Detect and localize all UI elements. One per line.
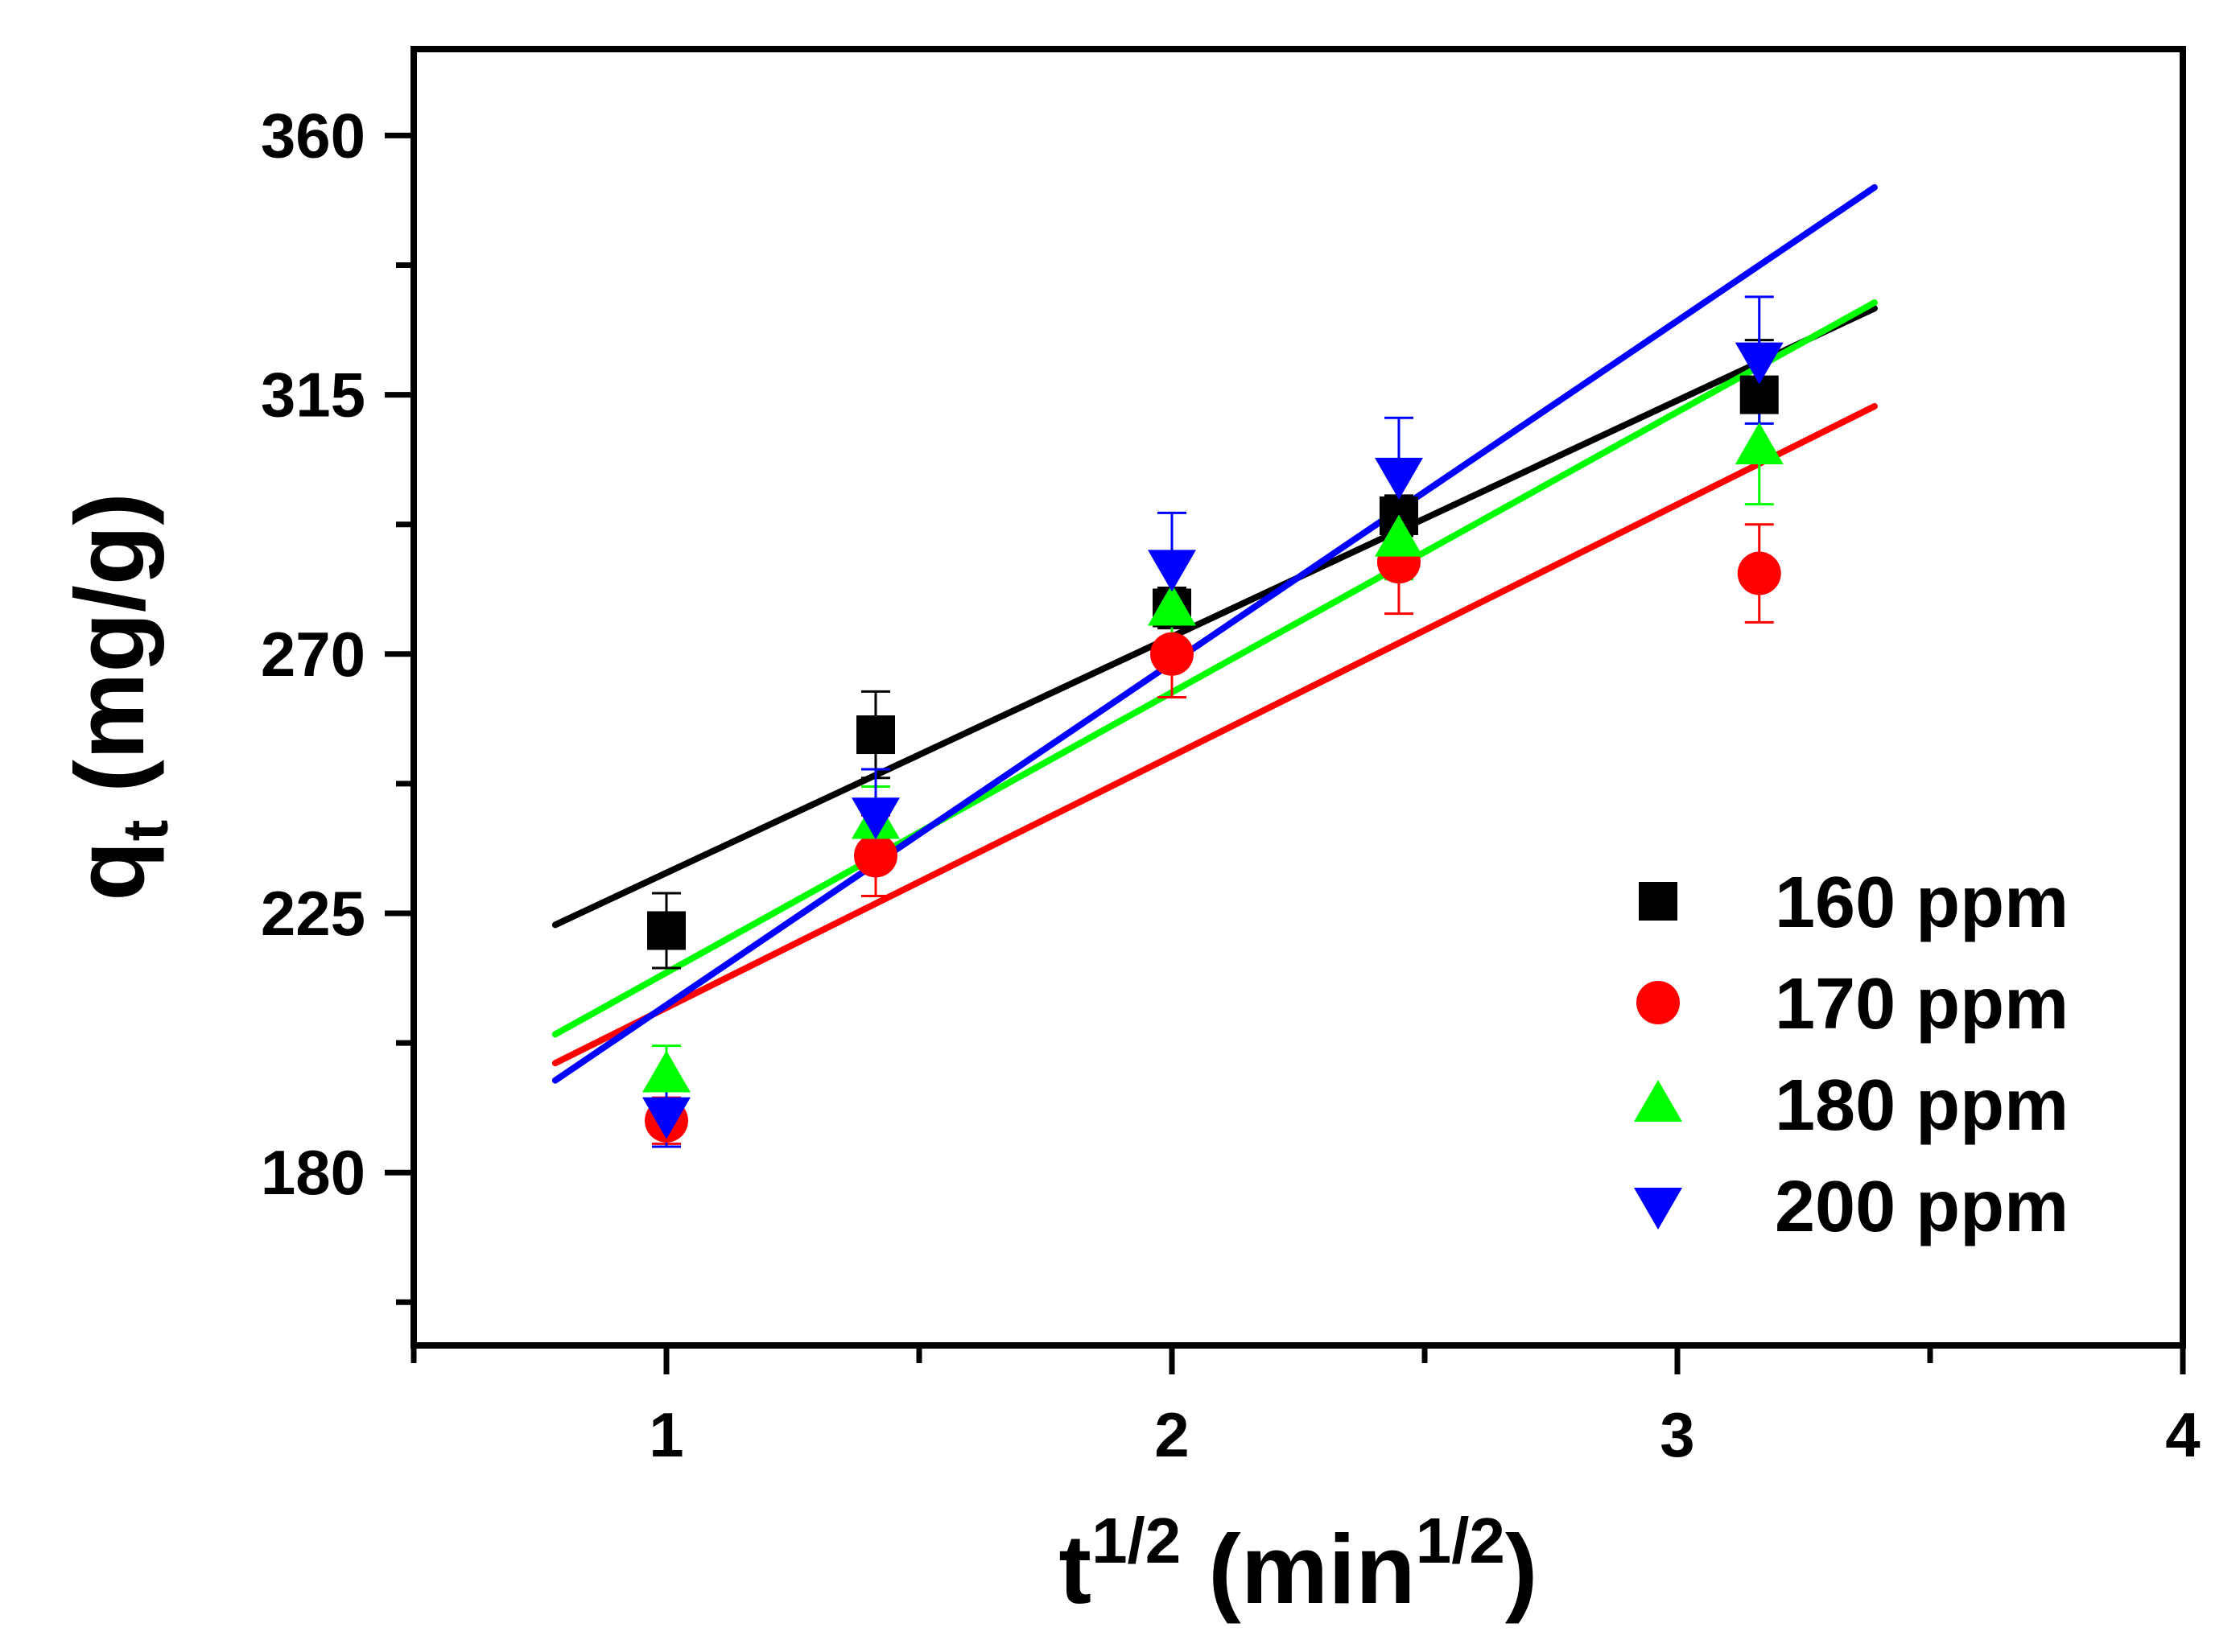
data-point-170-ppm	[1737, 551, 1781, 595]
legend-marker-180-ppm	[1634, 1080, 1682, 1122]
x-tick-label: 1	[649, 1399, 683, 1470]
x-tick-label: 3	[1660, 1399, 1694, 1470]
x-tick-label: 4	[2165, 1399, 2200, 1470]
legend-label-180-ppm: 180 ppm	[1775, 1065, 2069, 1146]
fit-line-180-ppm	[551, 299, 1878, 1038]
data-point-200-ppm	[642, 1097, 691, 1139]
legend-label-200-ppm: 200 ppm	[1775, 1167, 2069, 1247]
legend-marker-170-ppm	[1636, 981, 1680, 1024]
markers	[642, 342, 1784, 1143]
data-point-160-ppm	[647, 911, 686, 950]
data-point-170-ppm	[1150, 632, 1194, 676]
x-axis: 1 2 3 4	[410, 1345, 2201, 1470]
fit-line-200-ppm	[551, 183, 1878, 1084]
fit-line-160-ppm	[551, 305, 1878, 929]
y-tick-label: 180	[261, 1137, 365, 1208]
x-axis-title: t1/2 (min1/2)	[1058, 1505, 1537, 1624]
legend-label-160-ppm: 160 ppm	[1775, 863, 2069, 943]
fit-line-170-ppm	[551, 402, 1878, 1067]
y-tick-label: 270	[261, 619, 365, 690]
data-point-180-ppm	[642, 1050, 691, 1093]
y-tick-label: 315	[261, 360, 365, 431]
data-point-160-ppm	[856, 715, 895, 755]
data-point-180-ppm	[1374, 514, 1423, 557]
legend: 160 ppm 170 ppm 180 ppm 200 ppm	[1634, 863, 2069, 1247]
error-bars	[652, 295, 1774, 1148]
legend-label-170-ppm: 170 ppm	[1775, 964, 2069, 1044]
y-axis: 180 225 270 315 360	[261, 100, 414, 1305]
data-point-200-ppm	[1148, 550, 1196, 592]
y-tick-label: 225	[261, 878, 365, 949]
legend-marker-200-ppm	[1634, 1188, 1682, 1230]
plot-frame	[410, 46, 2186, 1349]
legend-marker-160-ppm	[1639, 882, 1677, 921]
x-tick-label: 2	[1154, 1399, 1189, 1470]
y-axis-title: qt (mg/g)	[55, 492, 181, 901]
data-point-200-ppm	[1735, 342, 1784, 385]
fit-lines	[551, 183, 1878, 1084]
data-point-180-ppm	[1148, 583, 1196, 626]
data-point-200-ppm	[1374, 457, 1423, 500]
data-point-170-ppm	[853, 834, 897, 878]
y-tick-label: 360	[261, 100, 365, 171]
data-point-180-ppm	[1735, 422, 1784, 465]
data-point-200-ppm	[851, 797, 900, 840]
